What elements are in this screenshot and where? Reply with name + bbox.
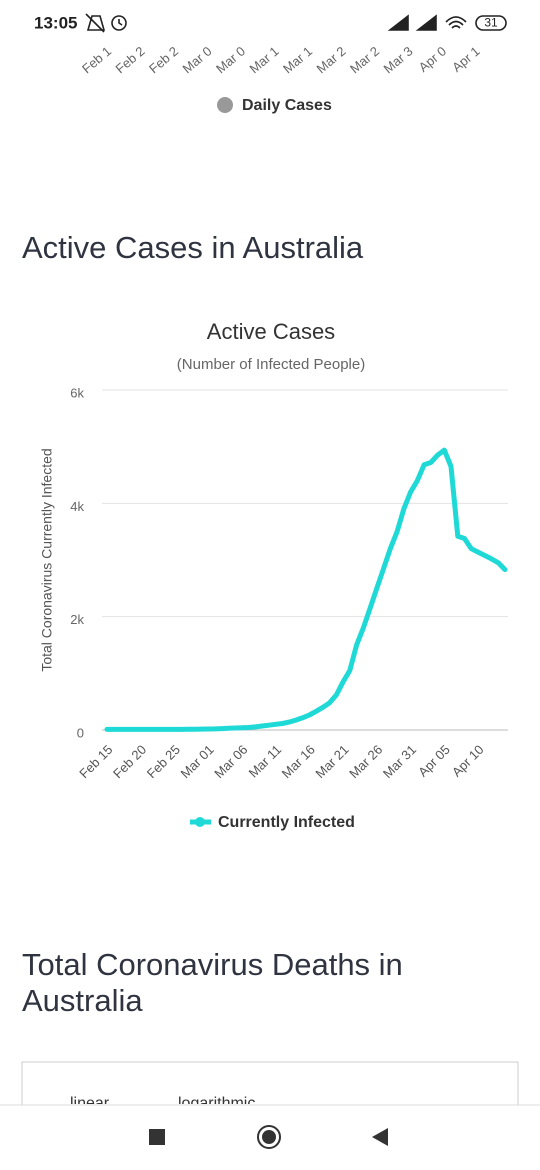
y-tick-label: 0 <box>77 725 84 740</box>
legend-label: Currently Infected <box>218 814 355 831</box>
x-tick-label: Mar 21 <box>312 742 351 781</box>
status-icons <box>85 13 507 33</box>
y-axis-label: Total Coronavirus Currently Infected <box>39 448 55 671</box>
x-tick-label: Feb 1 <box>79 43 114 76</box>
x-tick-label: Feb 2 <box>146 43 181 76</box>
tab[interactable]: logarithmic <box>178 1095 255 1112</box>
home-button[interactable] <box>257 1125 281 1149</box>
legend-swatch <box>195 817 205 827</box>
x-tick-label: Apr 10 <box>449 742 487 780</box>
x-tick-label: Apr 1 <box>449 43 482 74</box>
home-button-dot <box>262 1130 276 1144</box>
x-tick-label: Feb 25 <box>144 742 183 781</box>
tab[interactable]: linear <box>70 1095 110 1112</box>
y-tick-label: 6k <box>70 385 84 400</box>
y-tick-label: 4k <box>70 499 84 514</box>
section-heading: Total Coronavirus Deaths in Australia <box>22 947 403 1018</box>
legend-label: Daily Cases <box>242 97 332 114</box>
x-tick-label: Mar 16 <box>279 742 318 781</box>
chart-subtitle: (Number of Infected People) <box>177 356 365 373</box>
section-heading: Active Cases in Australia <box>22 230 364 265</box>
battery-level: 31 <box>484 16 498 30</box>
x-tick-label: Mar 2 <box>314 43 349 76</box>
legend-swatch <box>217 97 233 113</box>
x-tick-label: Mar 0 <box>213 43 248 76</box>
x-tick-label: Mar 2 <box>347 43 382 76</box>
x-tick-label: Feb 15 <box>76 742 115 781</box>
x-tick-label: Mar 26 <box>346 742 385 781</box>
x-tick-label: Mar 0 <box>180 43 215 76</box>
x-tick-label: Mar 1 <box>280 43 315 76</box>
next-chart-tabs: linear logarithmic <box>70 1095 255 1112</box>
x-tick-label: Feb 2 <box>113 43 148 76</box>
x-tick-label: Mar 31 <box>380 742 419 781</box>
x-tick-label: Feb 20 <box>110 742 149 781</box>
x-tick-label: Mar 06 <box>211 742 250 781</box>
recents-button[interactable] <box>149 1129 165 1145</box>
line <box>104 447 508 732</box>
x-tick-label: Mar 11 <box>246 742 285 781</box>
y-tick-label: 2k <box>70 612 84 627</box>
clock: 13:05 <box>34 13 77 32</box>
x-tick-label: Mar 01 <box>178 742 217 781</box>
back-button[interactable] <box>372 1128 388 1146</box>
x-tick-label: Apr 05 <box>415 742 453 780</box>
x-tick-label: Apr 0 <box>416 43 449 74</box>
chart-title: Active Cases <box>207 319 335 344</box>
x-tick-label: Mar 1 <box>247 43 282 76</box>
x-tick-label: Mar 3 <box>381 43 416 76</box>
